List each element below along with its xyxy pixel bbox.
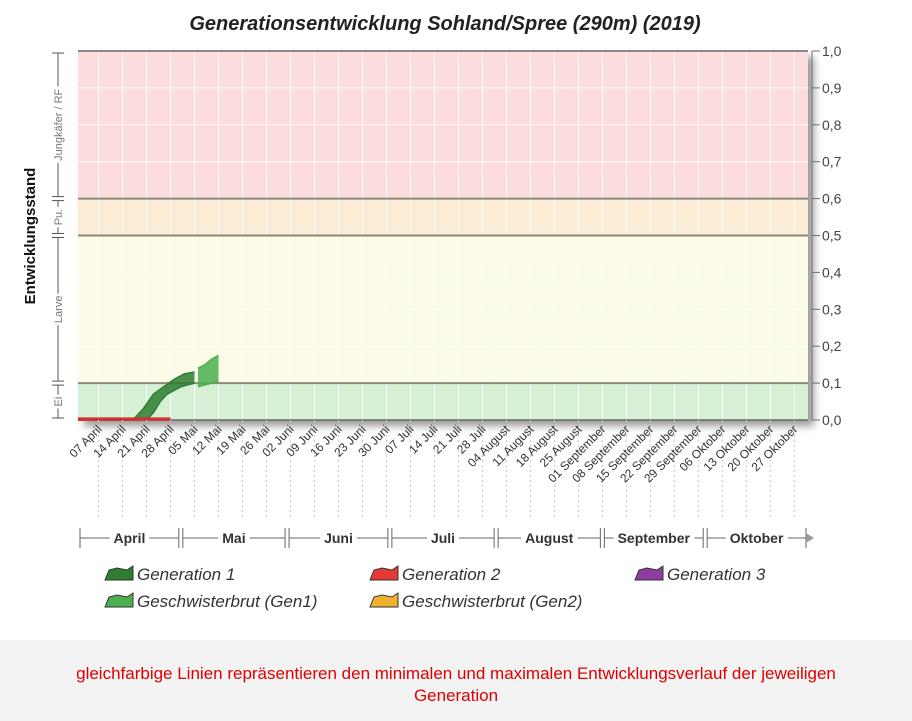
stage-label-backdrop-2 (53, 206, 65, 228)
chart-title: Generationsentwicklung Sohland/Spree (29… (189, 13, 701, 35)
stage-label-0: Ei (53, 397, 65, 407)
stage-label-2: Pu. (53, 209, 65, 226)
month-label-backdrop-4 (521, 530, 578, 546)
month-label-5: September (618, 530, 691, 546)
month-label-backdrop-3 (426, 530, 460, 546)
chart-caption: gleichfarbige Linien repräsentieren den … (0, 663, 912, 707)
y-tick-label-9: 0,9 (822, 80, 842, 96)
month-label-6: Oktober (730, 530, 784, 546)
stage-label-3: Jungkäfer / RF (53, 88, 65, 160)
month-label-2: Juni (324, 530, 353, 546)
stage-label-backdrop-0 (53, 394, 65, 409)
month-label-1: Mai (222, 530, 245, 546)
stage-label-backdrop-1 (53, 293, 65, 326)
series-band-1 (197, 355, 219, 387)
y-tick-label-2: 0,2 (822, 338, 842, 354)
legend-label-0: Generation 1 (137, 565, 235, 584)
stage-band-0 (78, 383, 808, 420)
y-tick-label-3: 0,3 (822, 301, 842, 317)
y-tick-label-1: 0,1 (822, 375, 842, 391)
y-tick-label-6: 0,6 (822, 191, 842, 207)
y-tick-label-10: 1,0 (822, 43, 842, 59)
series-min-line-1 (197, 380, 219, 388)
legend-label-2: Generation 3 (667, 565, 766, 584)
y-tick-label-5: 0,5 (822, 228, 842, 244)
month-label-backdrop-2 (320, 530, 357, 546)
stage-band-2 (78, 198, 808, 236)
month-label-backdrop-6 (725, 530, 788, 546)
month-axis-arrow (806, 533, 814, 543)
legend-label-4: Geschwisterbrut (Gen2) (402, 592, 582, 611)
month-label-3: Juli (431, 530, 455, 546)
y-tick-label-0: 0,0 (822, 412, 842, 428)
stage-label-1: Larve (53, 296, 65, 324)
caption-line-2: Generation (413, 686, 499, 705)
month-label-backdrop-1 (218, 530, 250, 546)
y-tick-label-8: 0,8 (822, 117, 842, 133)
legend-swatch-0 (104, 565, 134, 581)
month-label-4: August (525, 530, 574, 546)
stage-label-backdrop-3 (53, 86, 65, 163)
legend-swatch-3 (104, 592, 134, 608)
chart-area: 0,0 0,1 0,2 0,3 0,4 0,5 0,6 0,7 0,8 0,9 1,0 Generat… (0, 0, 912, 640)
legend-swatch-1 (369, 565, 399, 581)
legend-label-1: Generation 2 (402, 565, 501, 584)
y-tick-label-4: 0,4 (822, 264, 842, 280)
series-band-0 (78, 372, 195, 420)
generation-chart: 0,0 0,1 0,2 0,3 0,4 0,5 0,6 0,7 0,8 0,9 1,0 Generat… (22, 13, 842, 611)
caption-line-1: gleichfarbige Linien repräsentieren den … (76, 664, 836, 683)
legend-swatch-4 (369, 592, 399, 608)
legend-label-3: Geschwisterbrut (Gen1) (137, 592, 317, 611)
legend-swatch-2 (634, 565, 664, 581)
y-tick-label-7: 0,7 (822, 154, 842, 170)
month-label-backdrop-0 (109, 530, 150, 546)
series-max-line-1 (197, 354, 219, 370)
month-label-0: April (113, 530, 145, 546)
y-axis-title: Entwicklungsstand (22, 168, 39, 305)
month-label-backdrop-5 (613, 530, 695, 546)
